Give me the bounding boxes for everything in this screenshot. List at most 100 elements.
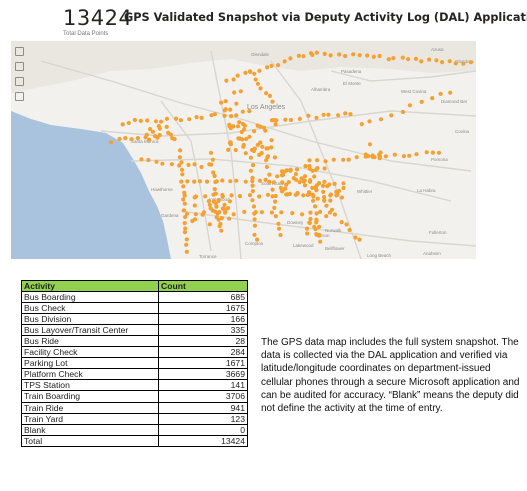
- gps-point: [348, 112, 353, 117]
- gps-point: [434, 58, 439, 63]
- gps-point: [252, 223, 257, 228]
- draw-icon[interactable]: [15, 92, 24, 101]
- gps-point: [288, 56, 293, 61]
- gps-point: [367, 119, 372, 124]
- gps-point: [314, 183, 319, 188]
- gps-point: [286, 180, 291, 185]
- gps-point: [228, 126, 233, 131]
- activity-cell: TPS Station: [21, 379, 159, 392]
- activity-cell: Facility Check: [21, 346, 159, 359]
- gps-point: [291, 176, 296, 181]
- layers-icon[interactable]: [15, 47, 24, 56]
- gps-point: [366, 154, 371, 159]
- mountains-shade: [11, 41, 476, 93]
- gps-point: [190, 218, 195, 224]
- gps-point: [322, 198, 327, 203]
- gps-point: [272, 155, 277, 160]
- gps-point: [229, 114, 234, 119]
- gps-point: [315, 166, 320, 171]
- activity-cell: Train Ride: [21, 401, 159, 414]
- count-cell: 0: [158, 423, 248, 436]
- gps-point: [282, 59, 287, 64]
- gps-point: [321, 112, 326, 117]
- gps-point: [318, 239, 323, 244]
- gps-point: [407, 153, 412, 158]
- gps-point: [184, 249, 189, 254]
- gps-point: [257, 68, 262, 73]
- gps-point: [248, 155, 253, 160]
- gps-point: [214, 215, 219, 220]
- map-canvas[interactable]: Glendale Pasadena El Monte West Covina Los A…: [11, 41, 476, 259]
- gps-point: [264, 164, 269, 170]
- count-cell: 284: [158, 346, 248, 359]
- map-place-label: Bellflower: [325, 246, 345, 251]
- gps-point: [314, 50, 319, 55]
- gps-point: [282, 169, 287, 174]
- gps-point: [240, 109, 245, 114]
- map-place-label: Santa Monica: [131, 139, 159, 144]
- gps-point: [252, 129, 257, 134]
- gps-point: [177, 155, 182, 160]
- gps-point: [250, 183, 255, 188]
- count-cell: 1675: [158, 302, 248, 315]
- gps-point: [193, 194, 199, 199]
- gps-point: [326, 112, 331, 117]
- map-place-label: Lakewood: [293, 243, 314, 248]
- gps-point: [339, 195, 345, 200]
- gps-point: [400, 109, 405, 115]
- gps-point: [269, 138, 274, 143]
- gps-point: [386, 57, 391, 62]
- gps-point: [232, 90, 237, 95]
- gps-point: [247, 109, 252, 114]
- gps-point: [305, 231, 310, 236]
- gps-point: [211, 192, 216, 197]
- gps-point: [186, 162, 191, 167]
- map-place-label: Glendora: [455, 59, 474, 64]
- gps-point: [247, 193, 253, 198]
- gps-point: [264, 91, 269, 96]
- gps-point: [182, 230, 187, 235]
- gps-point: [336, 113, 341, 118]
- gps-point: [184, 242, 189, 247]
- gps-points-map[interactable]: Glendale Pasadena El Monte West Covina Los A…: [11, 41, 476, 259]
- gps-point: [351, 52, 356, 57]
- gps-point: [250, 179, 255, 184]
- gps-point: [210, 208, 215, 213]
- gps-point: [324, 214, 329, 219]
- gps-point: [317, 232, 322, 237]
- gps-point: [341, 181, 346, 186]
- gps-point: [183, 226, 188, 231]
- gps-point: [341, 157, 346, 162]
- gps-point: [293, 172, 298, 177]
- zoom-icon[interactable]: [15, 62, 24, 71]
- gps-point: [267, 179, 272, 184]
- gps-point: [228, 107, 233, 112]
- gps-point: [224, 78, 229, 83]
- gps-point: [328, 198, 333, 203]
- gps-point: [302, 174, 308, 179]
- count-cell: 123: [158, 412, 248, 425]
- gps-point: [240, 121, 246, 127]
- select-icon[interactable]: [15, 77, 24, 86]
- table-row: Platform Check 3669: [21, 368, 248, 381]
- gps-point: [260, 144, 265, 149]
- gps-point: [357, 53, 362, 58]
- gps-point: [310, 185, 315, 190]
- gps-point: [258, 86, 263, 91]
- gps-point: [243, 70, 248, 75]
- gps-point: [129, 137, 134, 142]
- gps-point: [270, 194, 275, 199]
- table-row: Facility Check 284: [21, 346, 248, 359]
- gps-point: [154, 159, 159, 164]
- gps-point: [207, 202, 212, 207]
- gps-point: [209, 162, 214, 167]
- gps-point: [192, 179, 197, 184]
- gps-point: [436, 150, 442, 155]
- map-place-label: Carson: [315, 233, 330, 238]
- gps-point: [430, 96, 435, 101]
- gps-point: [177, 163, 182, 168]
- gps-point: [371, 54, 376, 59]
- gps-point: [267, 93, 272, 98]
- gps-point: [306, 113, 311, 118]
- gps-point: [233, 147, 238, 153]
